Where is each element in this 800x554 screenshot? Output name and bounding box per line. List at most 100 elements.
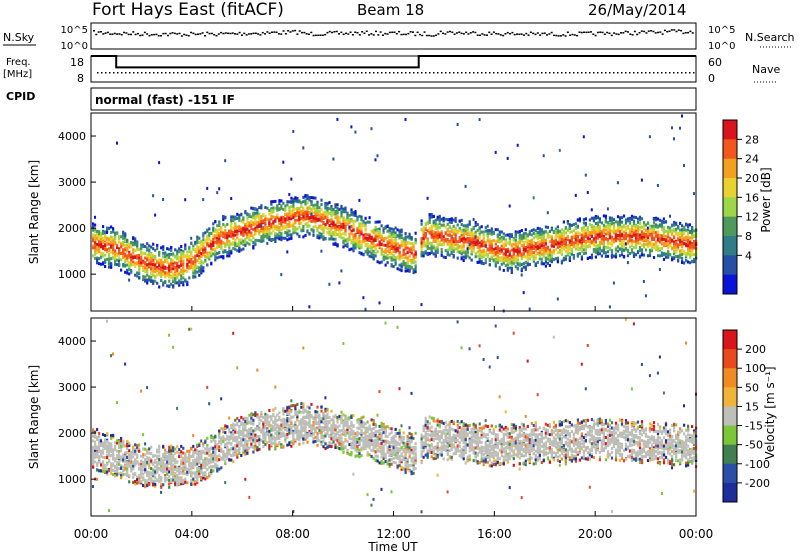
- heatmap-cell: [346, 220, 349, 224]
- heatmap-cell: [596, 252, 599, 256]
- heatmap-cell: [622, 224, 626, 228]
- heatmap-cell: [230, 251, 233, 255]
- heatmap-cell: [312, 219, 315, 223]
- heatmap-cell: [242, 220, 245, 224]
- nsearch-label: N.Search: [745, 31, 795, 44]
- heatmap-cell: [382, 230, 385, 234]
- noise-dot: [317, 34, 320, 37]
- heatmap-cell: [268, 212, 271, 216]
- heatmap-cell: [468, 243, 471, 246]
- heatmap-cell: [408, 258, 411, 262]
- heatmap-cell: [550, 244, 553, 248]
- heatmap-cell: [454, 216, 457, 220]
- heatmap-cell: [522, 249, 525, 253]
- heatmap-cell: [330, 217, 333, 221]
- heatmap-cell: [560, 252, 563, 256]
- heatmap-cell: [568, 226, 571, 230]
- heatmap-cell: [468, 237, 471, 241]
- heatmap-cell: [230, 223, 233, 226]
- heatmap-cell: [344, 230, 347, 234]
- heatmap-cell: [110, 238, 113, 242]
- heatmap-cell: [566, 234, 569, 238]
- heatmap-cell: [248, 229, 251, 233]
- noise-dot: [213, 33, 216, 36]
- heatmap-cell: [624, 237, 628, 241]
- nave-dot: [429, 72, 431, 74]
- heatmap-cell: [618, 216, 622, 220]
- heatmap-cell: [356, 218, 359, 222]
- nave-dot: [181, 72, 183, 74]
- noise-dot: [476, 34, 479, 36]
- heatmap-cell: [396, 234, 399, 238]
- heatmap-cell: [540, 232, 543, 236]
- heatmap-cell: [274, 232, 277, 236]
- heatmap-cell: [190, 257, 193, 261]
- heatmap-cell: [480, 225, 483, 229]
- heatmap-cell: [510, 244, 513, 248]
- heatmap-cell: [470, 240, 473, 244]
- heatmap-cell: [380, 233, 383, 237]
- heatmap-cell: [616, 249, 620, 253]
- noise-dot: [603, 33, 606, 36]
- heatmap-cell: [360, 222, 363, 226]
- heatmap-cell: [550, 236, 553, 240]
- heatmap-cell: [352, 223, 355, 227]
- heatmap-cell: [180, 261, 183, 265]
- heatmap-cell: [326, 216, 329, 220]
- heatmap-cell: [242, 239, 245, 243]
- heatmap-cell: [298, 235, 301, 239]
- heatmap-cell: [540, 244, 543, 248]
- heatmap-cell: [550, 259, 553, 263]
- noise-dot: [555, 34, 558, 37]
- heatmap-cell: [294, 228, 297, 232]
- heatmap-cell: [256, 215, 259, 219]
- heatmap-cell: [440, 223, 443, 227]
- heatmap-cell: [598, 252, 601, 256]
- heatmap-cell: [526, 255, 529, 259]
- heatmap-cell: [648, 224, 652, 228]
- heatmap-cell: [312, 203, 315, 207]
- heatmap-cell: [222, 232, 225, 235]
- heatmap-cell: [102, 225, 105, 229]
- nave-dot: [613, 72, 615, 74]
- station-title: Fort Hays East (fitACF): [92, 0, 284, 20]
- heatmap-cell: [634, 229, 638, 233]
- heatmap-cell: [128, 278, 131, 282]
- heatmap-cell: [596, 233, 599, 237]
- heatmap-cell: [386, 235, 389, 239]
- heatmap-cell: [306, 224, 309, 228]
- nave-dot: [481, 72, 483, 74]
- heatmap-cell: [520, 269, 523, 273]
- noise-dot: [474, 31, 477, 34]
- heatmap-cell: [176, 266, 179, 269]
- heatmap-cell: [526, 263, 529, 266]
- heatmap-cell: [596, 247, 599, 251]
- heatmap-cell: [332, 233, 335, 237]
- heatmap-cell: [168, 275, 171, 279]
- heatmap-cell: [326, 211, 329, 215]
- heatmap-cell: [494, 251, 497, 255]
- heatmap-cell: [160, 273, 163, 277]
- heatmap-cell: [540, 229, 543, 233]
- heatmap-cell: [330, 214, 333, 217]
- heatmap-cell: [134, 243, 137, 247]
- heatmap-cell: [466, 247, 469, 251]
- heatmap-cell: [364, 307, 367, 311]
- heatmap-cell: [146, 270, 149, 274]
- heatmap-cell: [620, 228, 624, 232]
- noise-dot: [643, 30, 646, 33]
- noise-dot: [661, 33, 664, 35]
- heatmap-cell: [392, 250, 395, 254]
- heatmap-cell: [450, 250, 453, 254]
- heatmap-cell: [420, 244, 423, 247]
- heatmap-cell: [536, 244, 539, 248]
- heatmap-cell: [618, 254, 622, 258]
- noise-dot: [291, 30, 294, 32]
- heatmap-cell: [322, 226, 325, 230]
- heatmap-cell: [612, 227, 616, 231]
- heatmap-cell: [578, 252, 581, 256]
- heatmap-cell: [398, 236, 401, 240]
- heatmap-cell: [176, 261, 179, 265]
- heatmap-cell: [140, 250, 143, 254]
- heatmap-cell: [252, 221, 255, 225]
